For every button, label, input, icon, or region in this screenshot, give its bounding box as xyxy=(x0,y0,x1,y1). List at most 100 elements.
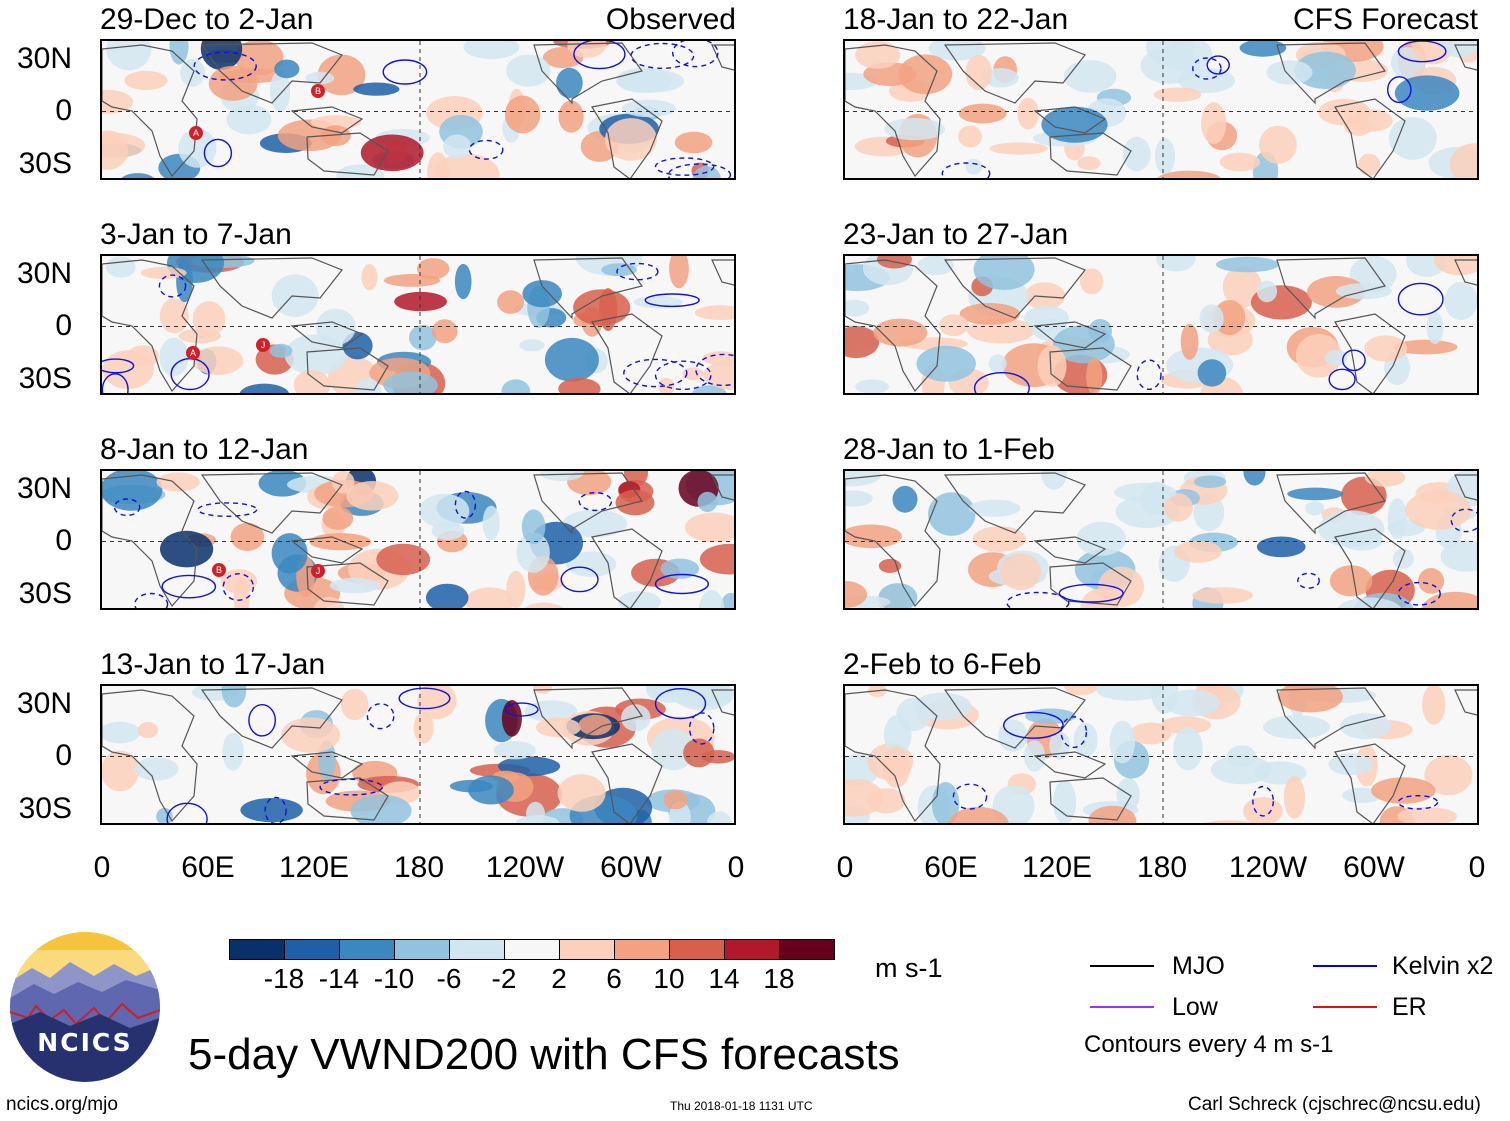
colorbar-swatch xyxy=(284,939,340,960)
kelvin-contour xyxy=(504,702,539,717)
coastline xyxy=(200,472,343,534)
kelvin-contour xyxy=(166,802,208,823)
lat-label-eq: 0 xyxy=(55,94,72,127)
coastline xyxy=(711,259,734,286)
coastline xyxy=(1033,536,1107,564)
map-panel-left-2 xyxy=(100,254,736,395)
colorbar-tick-label: 2 xyxy=(551,963,567,994)
coastline xyxy=(306,777,389,821)
lon-label: 60E xyxy=(181,851,235,884)
kelvin-contour xyxy=(1252,785,1274,817)
footer-timestamp: Thu 2018-01-18 1131 UTC xyxy=(670,1099,813,1113)
kelvin-contour xyxy=(644,293,700,308)
lon-label: 180 xyxy=(1136,851,1188,884)
coastline xyxy=(711,44,734,71)
kelvin-contour xyxy=(695,353,734,387)
kelvin-contour xyxy=(134,592,169,608)
colorbar-swatch xyxy=(394,939,450,960)
kelvin-contour xyxy=(1006,591,1070,608)
storm-marker: B xyxy=(311,84,325,98)
coastline xyxy=(306,132,389,176)
map-panel-right-3 xyxy=(843,469,1479,610)
lat-label-30n: 30N xyxy=(16,257,72,290)
anomaly-field xyxy=(102,256,734,393)
coastline xyxy=(1334,528,1406,608)
coastline xyxy=(306,347,389,391)
lat-label-30s: 30S xyxy=(18,362,72,395)
coastline xyxy=(1033,106,1107,134)
lon-label: 0 xyxy=(727,851,745,884)
lat-label-eq: 0 xyxy=(55,309,72,342)
map-panel-left-1 xyxy=(100,39,736,180)
panel-title-left-4: 13-Jan to 17-Jan xyxy=(100,648,326,681)
legend-line-low xyxy=(1090,1006,1154,1008)
kelvin-contour xyxy=(113,498,141,517)
lon-label: 120W xyxy=(485,851,565,884)
anomaly-field xyxy=(845,471,1477,608)
lat-label-30s: 30S xyxy=(18,577,72,610)
coastline xyxy=(102,474,198,608)
coastline xyxy=(943,257,1086,319)
kelvin-contour xyxy=(630,42,695,69)
coastline xyxy=(102,44,198,178)
lon-label: 60W xyxy=(600,851,662,884)
kelvin-contour xyxy=(454,490,477,519)
coastline xyxy=(290,321,364,349)
lat-label-30n: 30N xyxy=(16,472,72,505)
legend-line-er xyxy=(1313,1006,1377,1008)
lon-label: 120W xyxy=(1228,851,1308,884)
colorbar-swatch xyxy=(504,939,560,960)
panel-title-left-1: 29-Dec to 2-Jan xyxy=(100,3,314,36)
kelvin-contour xyxy=(1206,55,1230,75)
coastline xyxy=(845,44,941,178)
kelvin-contour xyxy=(1397,41,1447,63)
coastline xyxy=(290,751,364,779)
colorbar-tick-label: -10 xyxy=(373,963,415,994)
kelvin-contour xyxy=(654,573,709,595)
coastline xyxy=(1276,687,1387,750)
coastline xyxy=(533,687,644,750)
kelvin-contour xyxy=(616,262,659,281)
lon-label: 120E xyxy=(1021,851,1093,884)
coastline xyxy=(591,313,663,393)
main-title: 5-day VWND200 with CFS forecasts xyxy=(188,1030,900,1079)
coastline xyxy=(1334,98,1406,178)
colorbar-swatch xyxy=(669,939,725,960)
kelvin-contour xyxy=(667,163,732,178)
coastline xyxy=(200,257,343,319)
kelvin-contour xyxy=(193,51,257,81)
panel-title-right-1: 18-Jan to 22-Jan xyxy=(843,3,1069,36)
map-panel-left-4 xyxy=(100,684,736,825)
storm-marker: A xyxy=(189,126,203,140)
kelvin-contour xyxy=(1397,581,1441,606)
anomaly-field xyxy=(102,686,734,823)
coastline xyxy=(533,42,644,105)
legend-label-er: ER xyxy=(1392,993,1427,1021)
legend-label-mjo: MJO xyxy=(1172,952,1225,980)
coastline xyxy=(1276,42,1387,105)
coastline xyxy=(845,259,941,393)
anomaly-field xyxy=(102,471,734,608)
kelvin-contour xyxy=(1192,57,1222,80)
lon-label: 0 xyxy=(836,851,854,884)
lon-label: 60W xyxy=(1343,851,1405,884)
colorbar-tick-label: 18 xyxy=(763,963,795,994)
contour-note: Contours every 4 m s-1 xyxy=(1084,1031,1334,1058)
kelvin-contour xyxy=(1397,795,1439,810)
colorbar-units: m s-1 xyxy=(875,953,943,983)
kelvin-contour xyxy=(468,139,504,160)
kelvin-contour xyxy=(623,358,688,388)
kelvin-contour xyxy=(1058,583,1124,603)
coastline xyxy=(845,689,941,823)
storm-marker: A xyxy=(186,346,200,360)
coastline xyxy=(1454,474,1477,501)
lat-label-30s: 30S xyxy=(18,147,72,180)
kelvin-contour xyxy=(573,41,626,70)
kelvin-contour xyxy=(102,358,135,374)
panel-title-left-3: 8-Jan to 12-Jan xyxy=(100,433,309,466)
cfs-forecast-label: CFS Forecast xyxy=(1292,3,1478,36)
kelvin-contour xyxy=(654,688,707,720)
colorbar-swatch xyxy=(229,939,285,960)
panel-title-right-2: 23-Jan to 27-Jan xyxy=(843,218,1069,251)
kelvin-contour xyxy=(1387,76,1412,104)
